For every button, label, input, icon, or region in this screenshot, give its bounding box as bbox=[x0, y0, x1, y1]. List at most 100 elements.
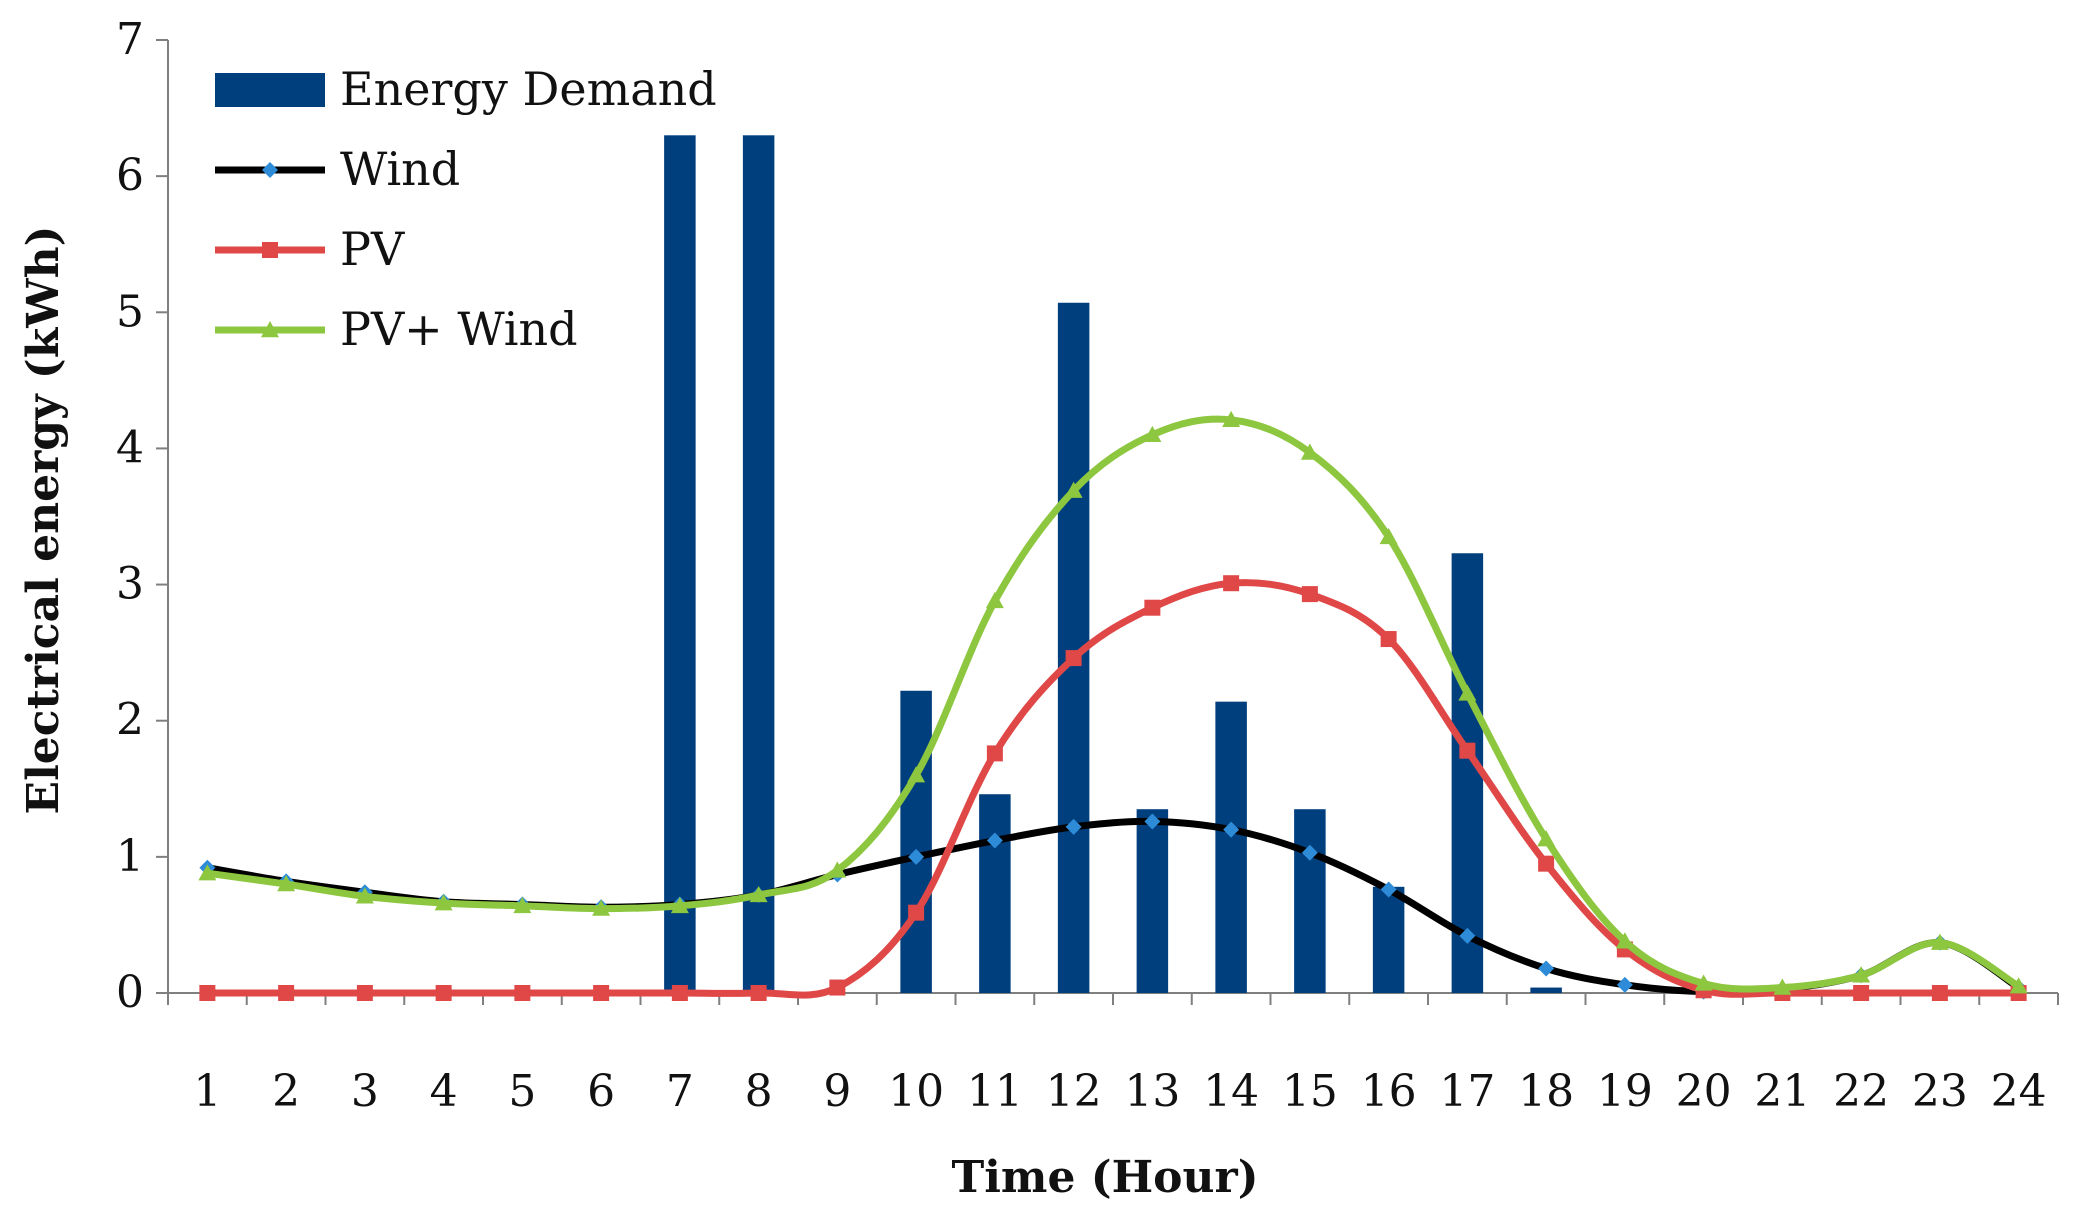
point bbox=[908, 848, 925, 865]
point bbox=[199, 985, 216, 1001]
point bbox=[986, 832, 1003, 849]
point bbox=[985, 591, 1004, 609]
series-pv-wind bbox=[198, 410, 2028, 995]
x-tick-label: 1 bbox=[193, 1066, 221, 1117]
legend-label: PV+ Wind bbox=[340, 302, 578, 356]
y-tick-label: 4 bbox=[116, 422, 144, 473]
series-layer bbox=[198, 135, 2028, 1001]
point bbox=[1615, 932, 1634, 949]
x-tick-label: 11 bbox=[967, 1066, 1023, 1117]
bar bbox=[900, 690, 932, 993]
legend-label: Energy Demand bbox=[340, 62, 717, 116]
x-tick-label: 12 bbox=[1046, 1066, 1102, 1117]
point bbox=[1853, 985, 1870, 1001]
point bbox=[1458, 684, 1477, 701]
x-tick-label: 3 bbox=[351, 1066, 379, 1117]
legend-label: Wind bbox=[340, 142, 460, 196]
point bbox=[1538, 960, 1555, 977]
legend-item: PV bbox=[215, 222, 405, 276]
legend-swatch bbox=[215, 73, 325, 107]
x-tick-label: 16 bbox=[1361, 1066, 1417, 1117]
x-tick-label: 6 bbox=[587, 1066, 615, 1117]
x-tick-label: 17 bbox=[1439, 1066, 1495, 1117]
point bbox=[356, 985, 373, 1001]
y-tick-label: 1 bbox=[116, 831, 144, 882]
legend-item: Energy Demand bbox=[215, 62, 717, 116]
point bbox=[1065, 650, 1082, 667]
bar bbox=[1451, 553, 1484, 993]
point bbox=[1223, 821, 1240, 838]
point bbox=[513, 896, 532, 914]
point bbox=[1773, 978, 1792, 995]
x-tick-label: 15 bbox=[1282, 1066, 1338, 1117]
point bbox=[1459, 927, 1476, 944]
point bbox=[434, 894, 453, 911]
point bbox=[198, 864, 217, 881]
point bbox=[1379, 527, 1398, 545]
point bbox=[262, 162, 278, 178]
point bbox=[261, 321, 279, 338]
legend-item: PV+ Wind bbox=[215, 302, 578, 356]
point bbox=[750, 985, 767, 1001]
point bbox=[277, 875, 296, 892]
point bbox=[1931, 985, 1948, 1001]
point bbox=[1537, 830, 1556, 847]
x-tick-label: 14 bbox=[1203, 1066, 1259, 1117]
y-axis-title: Electrical energy (kWh) bbox=[18, 226, 69, 815]
bar bbox=[1215, 701, 1247, 993]
x-axis: 1 2 3 4 5 6 7 8 9 10 11 12 13 14 15 16 17 18 19 20 21 22 23 24 bbox=[167, 992, 2059, 1117]
bar bbox=[979, 794, 1011, 993]
point bbox=[1694, 974, 1713, 991]
point bbox=[1144, 599, 1161, 616]
point bbox=[592, 899, 611, 916]
x-tick-label: 23 bbox=[1912, 1066, 1968, 1117]
x-tick-label: 13 bbox=[1124, 1066, 1180, 1117]
point bbox=[1616, 976, 1633, 993]
point bbox=[1064, 481, 1083, 498]
point bbox=[986, 745, 1003, 762]
x-tick-label: 24 bbox=[1991, 1066, 2047, 1117]
y-tick-label: 5 bbox=[116, 286, 144, 337]
bar bbox=[1294, 809, 1326, 993]
y-tick-label: 2 bbox=[116, 695, 144, 746]
point bbox=[514, 985, 531, 1001]
bar bbox=[742, 135, 775, 994]
x-tick-label: 20 bbox=[1676, 1066, 1732, 1117]
point bbox=[907, 766, 926, 783]
point bbox=[1301, 844, 1318, 861]
point bbox=[1300, 443, 1319, 460]
legend-label: PV bbox=[340, 222, 405, 276]
point bbox=[1223, 575, 1240, 592]
y-axis: 0 1 2 3 4 5 6 7 bbox=[116, 14, 169, 1018]
x-tick-label: 10 bbox=[888, 1066, 944, 1117]
x-axis-title: Time (Hour) bbox=[951, 1152, 1258, 1203]
y-tick-label: 6 bbox=[116, 150, 144, 201]
point bbox=[749, 885, 768, 903]
x-tick-label: 18 bbox=[1518, 1066, 1574, 1117]
point bbox=[1380, 881, 1397, 898]
point bbox=[355, 887, 374, 904]
point bbox=[1222, 410, 1241, 428]
y-tick-label: 0 bbox=[116, 967, 144, 1018]
series-line bbox=[203, 579, 2023, 999]
y-tick-label: 3 bbox=[116, 559, 144, 610]
x-tick-label: 22 bbox=[1833, 1066, 1889, 1117]
series-pv bbox=[199, 575, 2027, 1001]
point bbox=[1459, 742, 1476, 759]
point bbox=[1144, 813, 1161, 830]
point bbox=[262, 242, 278, 258]
point bbox=[1065, 818, 1082, 835]
bar bbox=[1530, 987, 1562, 993]
x-tick-label: 4 bbox=[430, 1066, 458, 1117]
point bbox=[671, 985, 688, 1001]
point bbox=[1301, 586, 1318, 603]
y-tick-label: 7 bbox=[116, 14, 144, 65]
x-tick-label: 19 bbox=[1597, 1066, 1653, 1117]
point bbox=[670, 896, 689, 914]
point bbox=[829, 979, 846, 996]
point bbox=[593, 985, 610, 1001]
bar bbox=[664, 135, 696, 994]
legend: Energy Demand Wind PV PV+ Wind bbox=[215, 62, 717, 356]
x-tick-label: 8 bbox=[745, 1066, 773, 1117]
point bbox=[1538, 855, 1555, 872]
